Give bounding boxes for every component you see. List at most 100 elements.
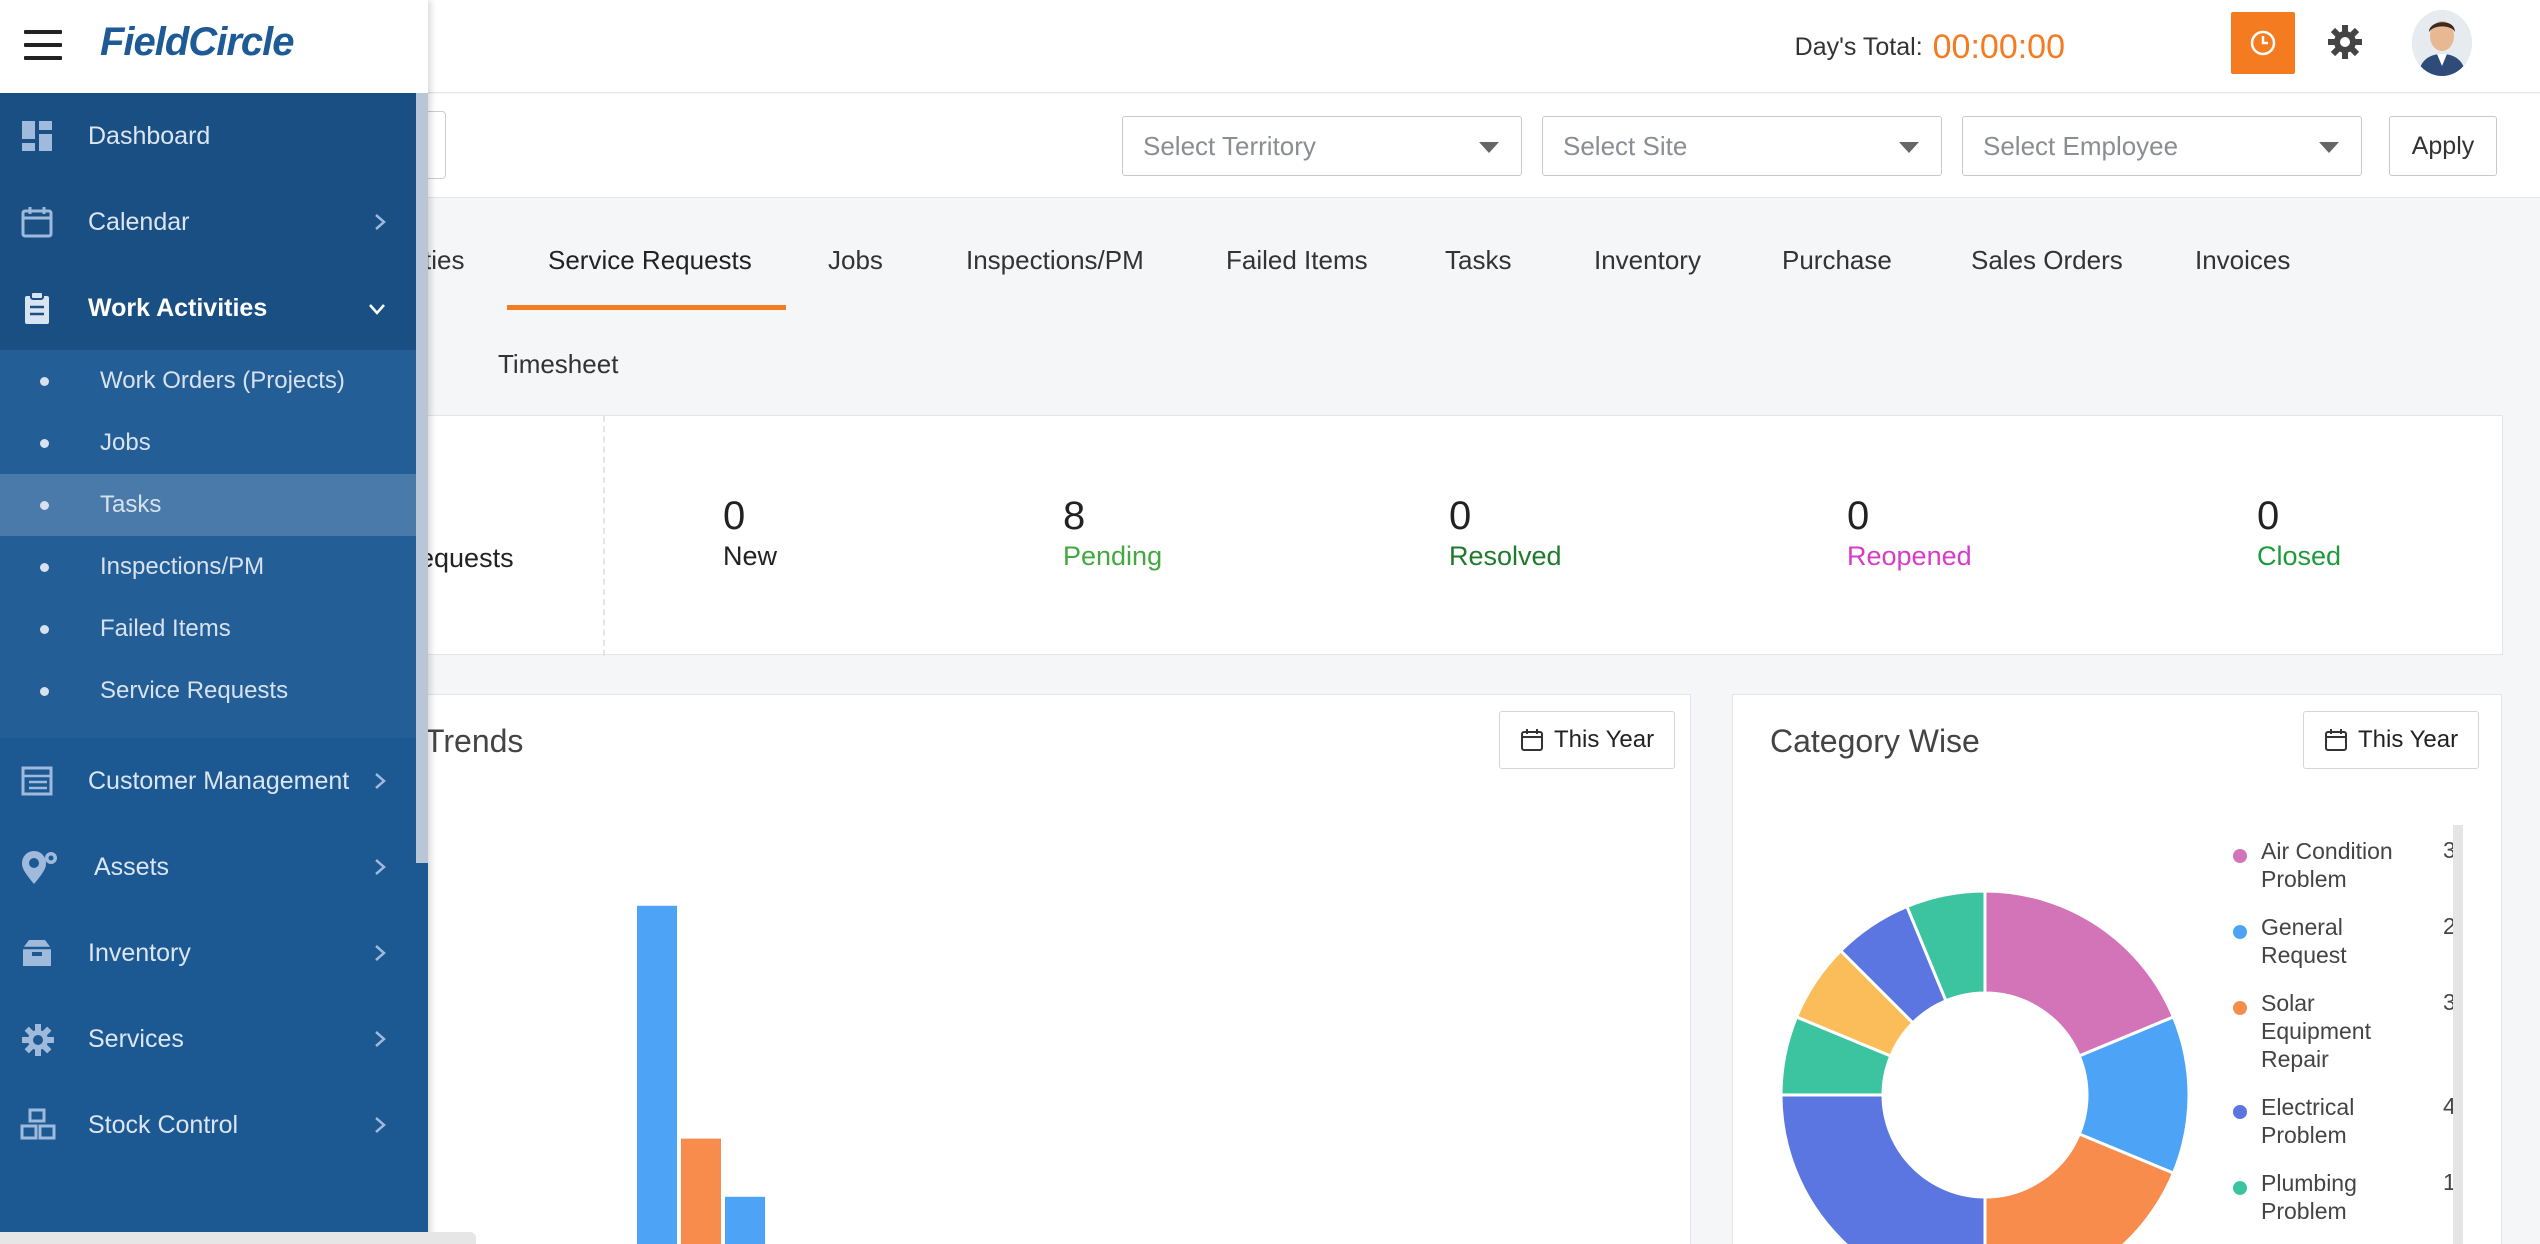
legend-label: Solar Equipment Repair bbox=[2261, 990, 2371, 1072]
stat-resolved-label: Resolved bbox=[1449, 541, 1562, 571]
donut-slice[interactable] bbox=[1779, 1093, 1987, 1244]
submenu-item-service-requests[interactable]: Service Requests bbox=[0, 660, 416, 722]
sidebar-scrollbar[interactable] bbox=[416, 93, 428, 863]
stats-divider bbox=[603, 416, 605, 656]
trend-bar[interactable] bbox=[725, 1196, 765, 1244]
legend-count: 3 bbox=[2443, 837, 2456, 863]
sidebar-item-inventory[interactable]: Inventory bbox=[0, 910, 416, 996]
stat-pending[interactable]: 8 Pending bbox=[1063, 494, 1162, 574]
user-avatar[interactable] bbox=[2412, 10, 2472, 76]
category-title: Category Wise bbox=[1770, 723, 1980, 759]
sidebar-item-label: Assets bbox=[94, 852, 170, 881]
tab-jobs[interactable]: Jobs bbox=[828, 245, 883, 275]
donut-slice[interactable] bbox=[1904, 889, 1987, 1003]
tab-purchase[interactable]: Purchase bbox=[1782, 245, 1892, 275]
stat-closed-value: 0 bbox=[2257, 494, 2280, 538]
sidebar-item-dashboard[interactable]: Dashboard bbox=[0, 93, 416, 179]
submenu-item-jobs[interactable]: Jobs bbox=[0, 412, 416, 474]
stat-pending-value: 8 bbox=[1063, 494, 1086, 538]
chevron-down-icon bbox=[369, 304, 385, 315]
trends-panel: Trends This Year bbox=[380, 694, 1691, 1244]
work-activities-submenu bbox=[0, 350, 416, 738]
stat-reopened[interactable]: 0 Reopened bbox=[1847, 494, 1972, 574]
customer-icon bbox=[21, 766, 53, 796]
submenu-label: Work Orders (Projects) bbox=[100, 367, 345, 394]
submenu-item-work-orders[interactable]: Work Orders (Projects) bbox=[0, 350, 416, 412]
trends-period-button[interactable]: This Year bbox=[1499, 711, 1676, 769]
territory-select[interactable]: Select Territory bbox=[1122, 116, 1522, 176]
tab-failed-items[interactable]: Failed Items bbox=[1226, 245, 1368, 275]
stat-closed[interactable]: 0 Closed bbox=[2257, 494, 2341, 574]
sidebar-item-label: Services bbox=[88, 1024, 184, 1053]
bullet-icon bbox=[40, 377, 49, 386]
settings-gear-button[interactable] bbox=[2325, 22, 2365, 67]
employee-select[interactable]: Select Employee bbox=[1962, 116, 2362, 176]
sidebar: FieldCircle Dashboard Calendar Work Acti… bbox=[0, 0, 428, 1244]
sidebar-item-label: Stock Control bbox=[88, 1110, 239, 1139]
tab-inventory[interactable]: Inventory bbox=[1594, 245, 1701, 275]
stat-resolved-value: 0 bbox=[1449, 494, 1472, 538]
hamburger-menu-icon[interactable] bbox=[24, 30, 62, 69]
sidebar-item-stock-control[interactable]: Stock Control bbox=[0, 1082, 416, 1168]
bullet-icon bbox=[40, 563, 49, 572]
stat-new[interactable]: 0 New bbox=[723, 494, 777, 574]
tab-tasks[interactable]: Tasks bbox=[1445, 245, 1512, 275]
chevron-down-icon bbox=[2319, 142, 2339, 153]
submenu-item-failed-items[interactable]: Failed Items bbox=[0, 598, 416, 660]
clock-timer-button[interactable] bbox=[2231, 12, 2295, 74]
category-panel: Category Wise This Year Air Condition Pr… bbox=[1732, 694, 2502, 1244]
stat-closed-label: Closed bbox=[2257, 541, 2342, 571]
tab-sales-orders[interactable]: Sales Orders bbox=[1971, 245, 2123, 275]
days-total-label: Day's Total: bbox=[1794, 33, 1923, 61]
sidebar-item-label: Calendar bbox=[88, 207, 190, 236]
sidebar-item-work-activities[interactable]: Work Activities bbox=[0, 265, 416, 351]
tab-service-requests[interactable]: Service Requests bbox=[548, 245, 752, 275]
date-range-input[interactable] bbox=[426, 111, 446, 179]
chevron-right-icon bbox=[375, 1031, 386, 1047]
legend-count: 4 bbox=[2443, 1093, 2456, 1119]
tab-inspections[interactable]: Inspections/PM bbox=[966, 245, 1144, 275]
sidebar-item-label: Work Activities bbox=[88, 293, 268, 322]
legend-dot bbox=[2233, 925, 2247, 939]
donut-slice[interactable] bbox=[1983, 1132, 2176, 1244]
chevron-down-icon bbox=[1479, 142, 1499, 153]
submenu-item-inspections[interactable]: Inspections/PM bbox=[0, 536, 416, 598]
submenu-item-tasks[interactable]: Tasks bbox=[0, 474, 416, 536]
sidebar-item-customer-management[interactable]: Customer Management bbox=[0, 738, 416, 824]
sidebar-item-assets[interactable]: Assets bbox=[0, 824, 416, 910]
tab-activities[interactable]: ties bbox=[424, 245, 465, 275]
stat-pending-label: Pending bbox=[1063, 541, 1163, 571]
apply-button[interactable]: Apply bbox=[2389, 116, 2497, 176]
bullet-icon bbox=[40, 687, 49, 696]
chevron-right-icon bbox=[375, 773, 386, 789]
category-period-button[interactable]: This Year bbox=[2303, 711, 2480, 769]
submenu-label: Service Requests bbox=[100, 677, 289, 704]
employee-select-value: Select Employee bbox=[1983, 130, 2179, 161]
submenu-label: Tasks bbox=[100, 491, 162, 518]
sidebar-item-label: Dashboard bbox=[88, 121, 211, 150]
calendar-icon bbox=[21, 207, 53, 238]
chevron-right-icon bbox=[375, 859, 386, 875]
legend-label: Electrical Problem bbox=[2261, 1094, 2355, 1148]
sidebar-item-calendar[interactable]: Calendar bbox=[0, 179, 416, 265]
trend-bar[interactable] bbox=[681, 1138, 721, 1244]
inventory-box-icon bbox=[23, 940, 51, 966]
legend-count: 3 bbox=[2443, 989, 2456, 1015]
legend-scrollbar[interactable] bbox=[2453, 825, 2463, 1244]
donut-slice[interactable] bbox=[1983, 889, 2176, 1058]
asset-location-icon bbox=[22, 851, 57, 884]
trend-bar[interactable] bbox=[637, 905, 677, 1244]
tab-invoices[interactable]: Invoices bbox=[2195, 245, 2291, 275]
legend-dot bbox=[2233, 849, 2247, 863]
horizontal-scrollbar[interactable] bbox=[0, 1232, 476, 1244]
sidebar-item-services[interactable]: Services bbox=[0, 996, 416, 1082]
app-logo[interactable]: FieldCircle bbox=[100, 20, 295, 64]
legend-label: General Request bbox=[2261, 914, 2347, 968]
bullet-icon bbox=[40, 625, 49, 634]
active-tab-indicator bbox=[507, 305, 786, 310]
clock-icon bbox=[2250, 30, 2276, 56]
stat-reopened-label: Reopened bbox=[1847, 541, 1972, 571]
stat-resolved[interactable]: 0 Resolved bbox=[1449, 494, 1562, 574]
site-select[interactable]: Select Site bbox=[1542, 116, 1942, 176]
tab-timesheet[interactable]: Timesheet bbox=[498, 349, 619, 379]
